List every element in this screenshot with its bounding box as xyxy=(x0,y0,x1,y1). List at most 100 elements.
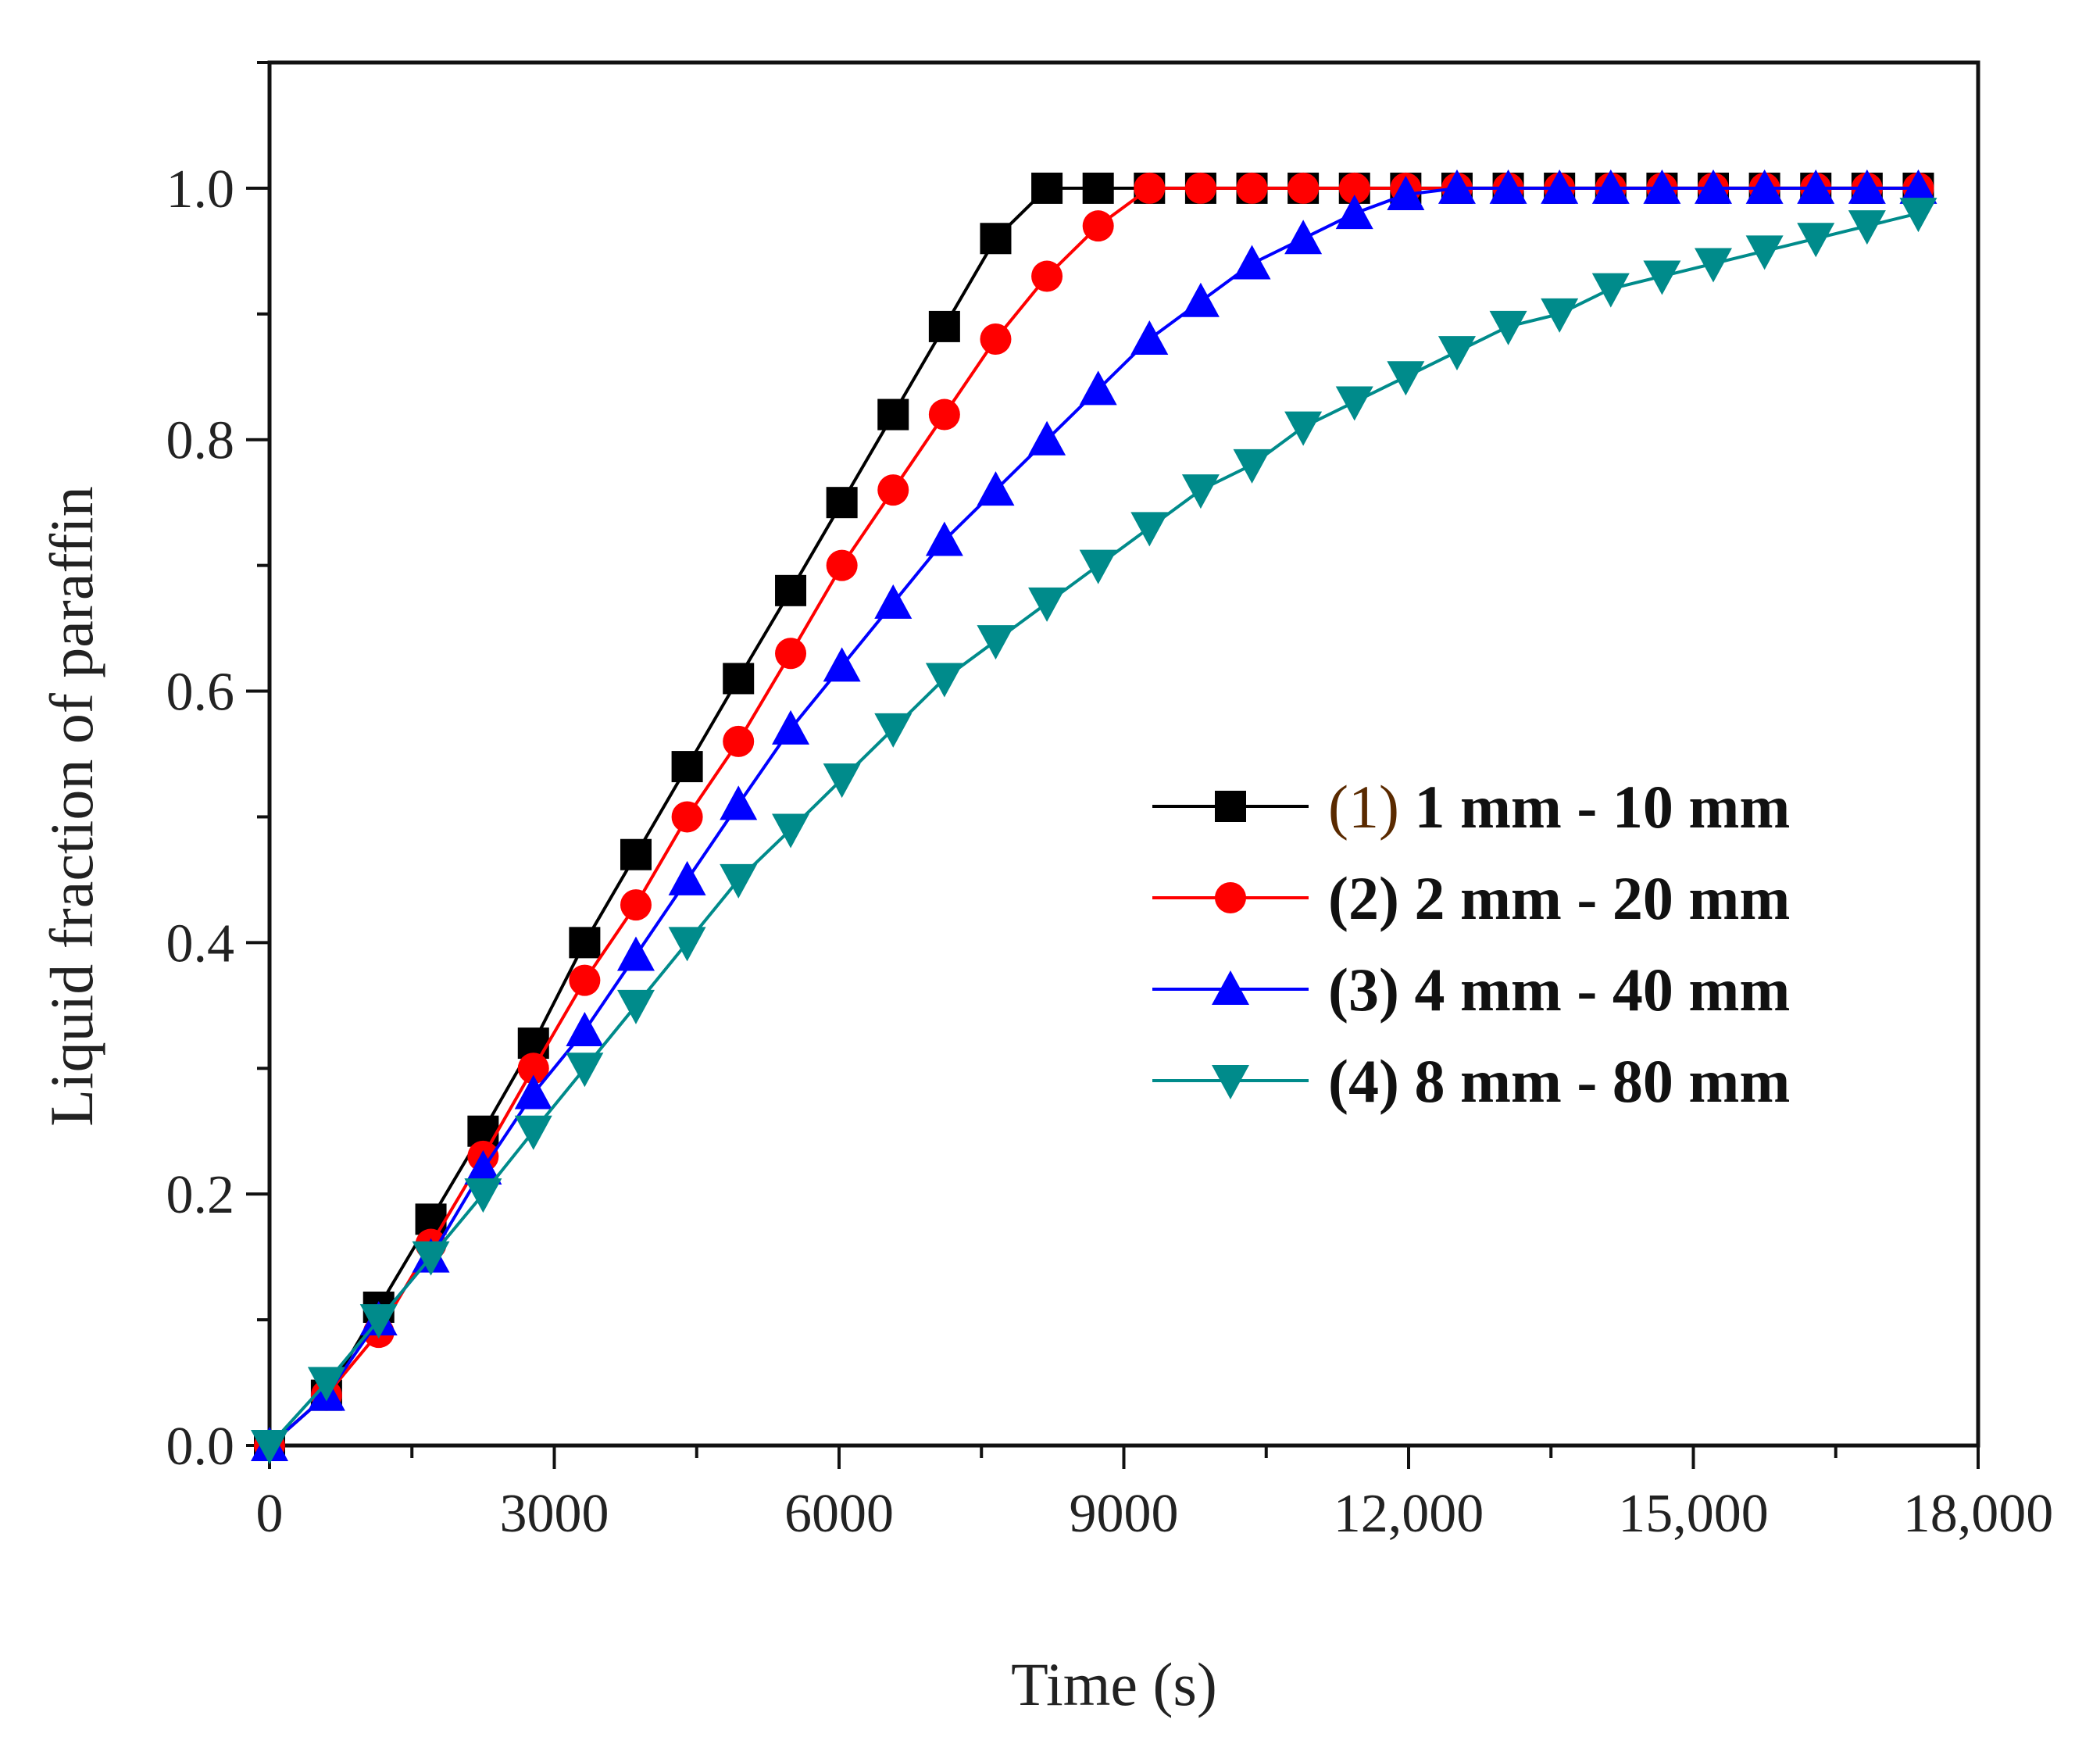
series-4-point xyxy=(307,1367,345,1402)
x-tick-label: 18,000 xyxy=(1903,1484,2054,1544)
series-3-point xyxy=(720,785,758,820)
series-4 xyxy=(251,198,1938,1464)
series-3-point xyxy=(1181,282,1220,317)
series-1-point xyxy=(620,838,652,870)
series-2-point xyxy=(620,889,652,921)
series-3-point xyxy=(1797,169,1835,204)
series-4-point xyxy=(1848,210,1886,245)
series-3-point xyxy=(464,1150,502,1185)
series-4-point xyxy=(823,763,861,799)
series-3-point xyxy=(1284,220,1323,255)
legend-label: (1) 1 mm - 10 mm xyxy=(1328,773,1790,841)
series-1-point xyxy=(1082,172,1114,204)
y-tick-label: 1.0 xyxy=(166,159,235,220)
series-3-point xyxy=(1591,169,1630,204)
series-4-point xyxy=(668,927,706,962)
series-3-point xyxy=(1028,420,1066,456)
y-tick-label: 0.0 xyxy=(166,1417,235,1477)
series-4-point xyxy=(1899,198,1938,233)
series-1-point xyxy=(877,398,909,431)
series-4-point xyxy=(464,1178,502,1213)
legend-label-prefix: (1) xyxy=(1328,773,1399,841)
legend-label-prefix: (2) xyxy=(1328,864,1399,932)
series-3-point xyxy=(1643,169,1681,204)
series-2-point xyxy=(1134,172,1166,204)
series-3-point xyxy=(823,647,861,682)
series-4-point xyxy=(772,813,810,849)
series-3-point xyxy=(1848,169,1886,204)
series-3-point xyxy=(1079,370,1117,406)
series-3-point xyxy=(668,860,706,895)
series-4-point xyxy=(566,1052,604,1088)
series-3-point xyxy=(1438,169,1476,204)
legend-label-text: 1 mm - 10 mm xyxy=(1399,773,1790,841)
series-4-point xyxy=(359,1304,398,1339)
series-1-point xyxy=(775,574,807,606)
x-tick-label: 9000 xyxy=(1070,1484,1179,1544)
series-2-point xyxy=(1031,260,1063,292)
series-4-point xyxy=(1541,298,1579,333)
series-3-point xyxy=(1899,169,1938,204)
series-4-point xyxy=(1028,587,1066,622)
series-4-point xyxy=(1284,411,1323,446)
series-1-point xyxy=(723,663,755,695)
series-2-point xyxy=(980,323,1012,355)
series-2-point xyxy=(1236,172,1268,204)
x-axis-title: Time (s) xyxy=(1011,1650,1217,1718)
legend-marker xyxy=(1215,882,1246,913)
series-2-point xyxy=(877,474,909,506)
x-tick-label: 12,000 xyxy=(1334,1484,1484,1544)
series-3-point xyxy=(1489,169,1527,204)
series-layer xyxy=(251,169,1938,1464)
series-4-point xyxy=(1489,310,1527,345)
series-3-point xyxy=(977,471,1015,506)
series-4-point xyxy=(1591,273,1630,308)
series-4-point xyxy=(514,1115,552,1150)
series-4-point xyxy=(1181,474,1220,509)
series-1-point xyxy=(671,751,703,783)
series-2-point xyxy=(517,1052,549,1085)
x-tick-label: 15,000 xyxy=(1618,1484,1769,1544)
series-4-point xyxy=(412,1241,450,1276)
axes-layer: 0 3000 6000 9000 12,000 15,000 18,000 0.0 0.2 0.4… xyxy=(166,60,2054,1544)
series-4-point xyxy=(1695,248,1733,283)
series-3-point xyxy=(874,584,912,619)
series-3-point xyxy=(1335,195,1373,230)
series-4-point xyxy=(251,1430,288,1464)
series-2-point xyxy=(723,725,755,757)
series-3-point xyxy=(1695,169,1733,204)
series-2-point xyxy=(1184,172,1216,204)
series-3-point xyxy=(1745,169,1784,204)
series-4-point xyxy=(925,663,963,698)
series-3-point xyxy=(925,521,963,556)
y-axis-title: Liquid fraction of paraffin xyxy=(38,486,105,1126)
series-2-point xyxy=(671,801,703,833)
legend-label: (3) 4 mm - 40 mm xyxy=(1328,956,1790,1024)
series-4-point xyxy=(1797,223,1835,258)
series-2-point xyxy=(1082,210,1114,242)
series-4-point xyxy=(1335,386,1373,421)
series-3-point xyxy=(1233,245,1271,280)
legend-marker xyxy=(1212,1065,1249,1099)
series-4-point xyxy=(1079,549,1117,584)
legend-marker xyxy=(1215,791,1246,822)
x-tick-label: 0 xyxy=(256,1484,284,1544)
series-4-point xyxy=(1233,449,1271,484)
series-2-point xyxy=(569,964,601,996)
series-4-point xyxy=(1643,260,1681,295)
series-3-point xyxy=(616,936,655,971)
series-3-point xyxy=(566,1012,604,1046)
series-4-point xyxy=(1745,235,1784,270)
legend-label-prefix: (4) xyxy=(1328,1047,1399,1115)
legend-item-2: (2) 2 mm - 20 mm xyxy=(1152,864,1790,932)
series-4-point xyxy=(1130,512,1169,547)
series-4-point xyxy=(1438,336,1476,371)
series-2-point xyxy=(1288,172,1320,204)
series-3-point xyxy=(514,1074,552,1110)
legend-item-4: (4) 8 mm - 80 mm xyxy=(1152,1047,1790,1115)
legend-label-prefix: (3) xyxy=(1328,956,1399,1024)
series-3-point xyxy=(1387,175,1425,210)
x-tick-label: 3000 xyxy=(500,1484,609,1544)
series-2-point xyxy=(1338,172,1370,204)
